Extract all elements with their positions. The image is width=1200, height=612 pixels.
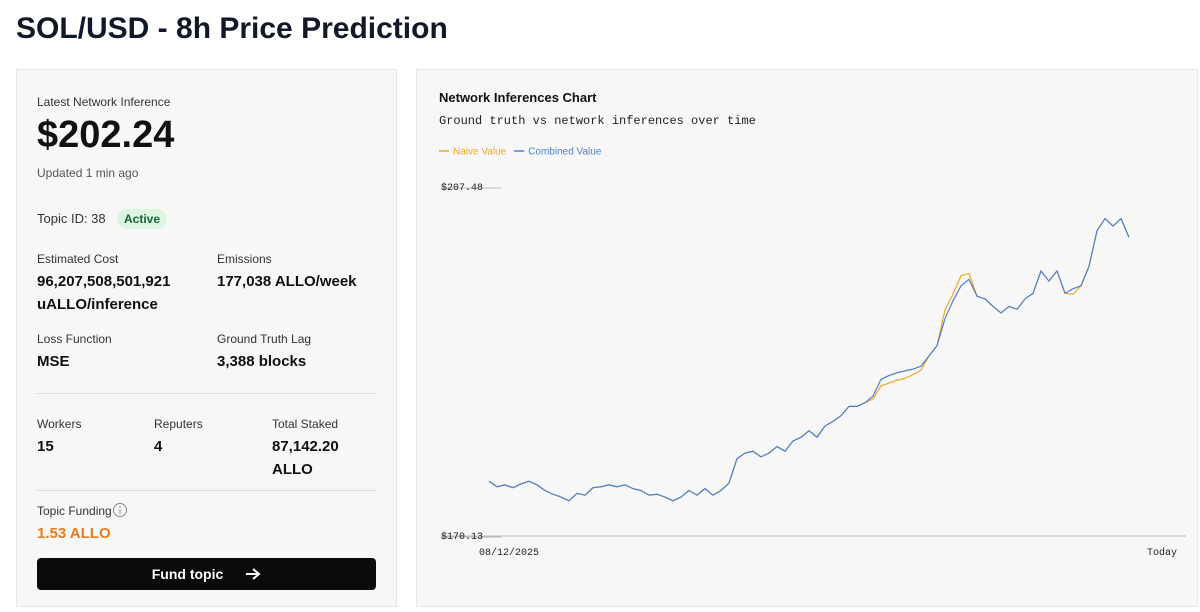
detail-value: 96,207,508,501,921 uALLO/inference — [37, 273, 171, 313]
chart-title: Network Inferences Chart — [439, 90, 597, 105]
detail-label: Emissions — [217, 252, 272, 266]
y-tick-label: $170.13 — [441, 531, 483, 543]
divider — [37, 490, 377, 491]
button-label: Fund topic — [151, 566, 224, 582]
series-line — [488, 217, 1130, 502]
chart-card: Network Inferences Chart Ground truth vs… — [416, 69, 1198, 607]
stat-value: 87,142.20 ALLO — [272, 438, 339, 478]
divider — [37, 393, 377, 394]
inference-label: Latest Network Inference — [37, 95, 171, 109]
detail-value: MSE — [37, 353, 70, 370]
stat-value: 15 — [37, 438, 54, 455]
fund-button[interactable]: Fund topic — [37, 558, 376, 590]
detail-label: Estimated Cost — [37, 252, 119, 266]
funding-value: 1.53 ALLO — [37, 525, 111, 542]
status-badge: Active — [117, 209, 168, 229]
arrow — [246, 568, 261, 580]
page-title: SOL/USD - 8h Price Prediction — [16, 12, 448, 45]
legend-label: Combined Value — [528, 147, 602, 158]
inference-value: $202.24 — [37, 114, 175, 156]
x-tick-label: 08/12/2025 — [479, 547, 539, 559]
info-icon[interactable] — [112, 502, 128, 518]
chart-subtitle: Ground truth vs network inferences over … — [439, 114, 756, 128]
info-circle — [113, 503, 127, 517]
series-line — [488, 217, 1130, 502]
detail-value: 177,038 ALLO/week — [217, 273, 357, 290]
topic-card: Latest Network Inference $202.24 Updated… — [16, 69, 397, 607]
detail-value: 3,388 blocks — [217, 353, 307, 370]
stat-label: Total Staked — [272, 417, 339, 431]
stat-label: Workers — [37, 417, 82, 431]
detail-label: Ground Truth Lag — [217, 332, 312, 346]
legend-label: Naive Value — [453, 147, 507, 158]
detail-label: Loss Function — [37, 332, 112, 346]
updated-text: Updated 1 min ago — [37, 166, 139, 180]
funding-label: Topic Funding — [37, 504, 112, 518]
info-dot — [119, 506, 121, 508]
stat-value: 4 — [154, 438, 163, 455]
stat-label: Reputers — [154, 417, 203, 431]
topic-id: Topic ID: 38 — [37, 211, 106, 226]
chart: Network Inferences Chart Ground truth vs… — [439, 90, 1186, 559]
arrow-icon — [246, 568, 261, 580]
y-tick-label: $207.48 — [441, 182, 483, 194]
x-tick-label: Today — [1147, 547, 1177, 559]
